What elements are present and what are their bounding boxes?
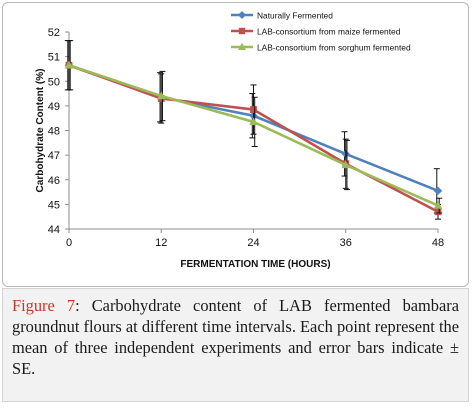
data-point bbox=[433, 186, 443, 196]
series-group bbox=[65, 40, 442, 220]
data-point bbox=[249, 117, 258, 126]
caption-text: : Carbohydrate content of LAB fermented … bbox=[12, 296, 459, 378]
x-tick-label: 48 bbox=[432, 237, 444, 249]
x-tick-label: 24 bbox=[247, 237, 259, 249]
plot-panel: 44 45 46 47 48 49 50 51 52 0 12 24 36 48 FERMENTATION … bbox=[2, 2, 469, 287]
legend-label: Naturally Fermented bbox=[257, 11, 333, 21]
data-point bbox=[64, 60, 74, 69]
data-point bbox=[250, 106, 257, 113]
x-axis-title: FERMENTATION TIME (HOURS) bbox=[180, 259, 330, 270]
y-tick-label: 49 bbox=[48, 101, 60, 113]
y-tick-label: 46 bbox=[48, 175, 60, 187]
legend-marker bbox=[237, 42, 247, 50]
legend: Naturally Fermented LAB-consortium from m… bbox=[231, 11, 411, 53]
series-group bbox=[64, 40, 443, 214]
caption-label: Figure 7 bbox=[12, 296, 76, 315]
y-axis-title: Carbohydrate Content (%) bbox=[35, 69, 46, 193]
data-point bbox=[433, 201, 443, 209]
figure-caption: Figure 7: Carbohydrate content of LAB fe… bbox=[2, 288, 469, 402]
y-tick-label: 45 bbox=[48, 199, 60, 211]
line-chart: 44 45 46 47 48 49 50 51 52 0 12 24 36 48 FERMENTATION … bbox=[35, 11, 444, 271]
y-tick-label: 50 bbox=[48, 76, 60, 88]
y-tick-label: 48 bbox=[48, 126, 60, 138]
legend-marker bbox=[238, 27, 246, 35]
y-tick-label: 51 bbox=[48, 52, 60, 64]
legend-label: LAB-consortium from sorghum fermented bbox=[257, 43, 411, 53]
x-tick-label: 36 bbox=[340, 237, 352, 249]
legend-label: LAB-consortium from maize fermented bbox=[257, 27, 401, 37]
data-point bbox=[341, 160, 351, 169]
y-tick-label: 44 bbox=[48, 224, 60, 236]
y-tick-label: 52 bbox=[48, 27, 60, 39]
y-tick-label: 47 bbox=[48, 150, 60, 162]
x-tick-label: 0 bbox=[66, 237, 72, 249]
x-tick-label: 12 bbox=[155, 237, 167, 249]
legend-marker bbox=[238, 11, 246, 19]
data-point bbox=[156, 91, 166, 100]
data-point bbox=[434, 208, 442, 216]
